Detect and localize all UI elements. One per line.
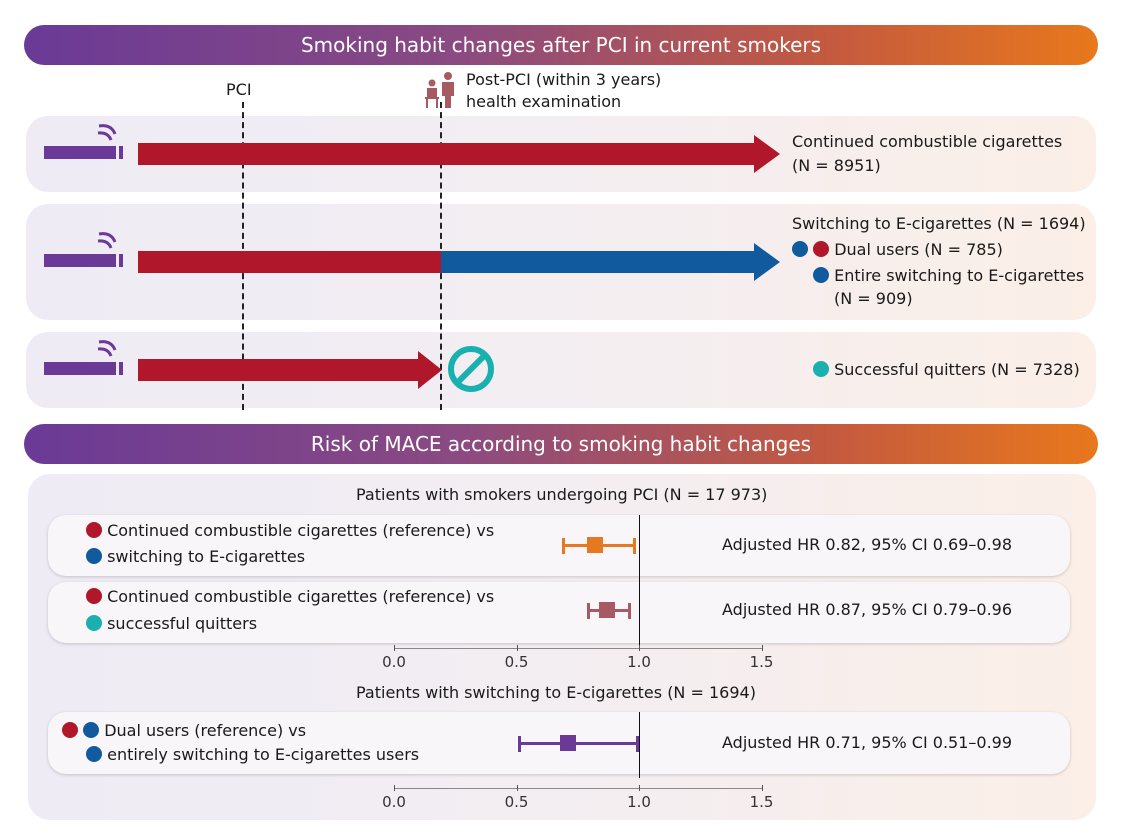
comparison-text: switching to E-cigarettes (107, 547, 306, 566)
comparison-line2: entirely switching to E-cigarettes users (86, 745, 419, 764)
comparison-line2: successful quitters (86, 614, 257, 633)
smoke-icon (97, 124, 117, 141)
hr-point (599, 602, 616, 618)
cigarette-icon (44, 254, 123, 267)
x-tick (394, 785, 395, 791)
hr-result: Adjusted HR 0.71, 95% CI 0.51–0.99 (722, 733, 1013, 752)
teal-dot-icon (813, 361, 829, 377)
hr-result: Adjusted HR 0.87, 95% CI 0.79–0.96 (722, 600, 1013, 619)
entire-switching-legend: Entire switching to E-cigarettes (813, 266, 1084, 285)
blue-dot-icon (792, 241, 808, 257)
x-tick-label: 1.5 (749, 653, 774, 671)
smoke-icon (97, 340, 117, 357)
ci-cap-low (562, 538, 566, 554)
hr-result: Adjusted HR 0.82, 95% CI 0.69–0.98 (722, 535, 1013, 554)
comparison-line2: switching to E-cigarettes (86, 547, 305, 566)
red-dot-icon (86, 588, 102, 604)
cigarette-icon (44, 362, 123, 375)
ci-cap-high (628, 603, 632, 619)
dual-users-label: Dual users (N = 785) (834, 240, 1003, 259)
bottom-banner-title: Risk of MACE according to smoking habit … (24, 424, 1098, 464)
switching-title: Switching to E-cigarettes (N = 1694) (792, 214, 1086, 233)
hr-point (586, 537, 603, 553)
x-tick (761, 785, 763, 791)
red-dot-icon (813, 241, 830, 257)
forest-1-title: Patients with smokers undergoing PCI (N … (356, 485, 768, 504)
ci-cap-high (633, 538, 637, 554)
x-tick-label: 0.5 (504, 653, 529, 671)
ci-line (518, 742, 637, 745)
hr-point (559, 735, 576, 751)
no-smoking-icon (448, 346, 494, 392)
blue-dot-icon (86, 746, 102, 762)
smoke-icon (97, 232, 117, 249)
continued-count: (N = 8951) (792, 156, 881, 175)
x-tick (761, 645, 763, 651)
comparison-line1: Continued combustible cigarettes (refere… (86, 521, 494, 540)
reference-line (639, 712, 640, 778)
x-tick-label: 0.5 (504, 793, 529, 811)
post-pci-label-line1: Post-PCI (within 3 years) (466, 70, 662, 89)
comparison-line1: Continued combustible cigarettes (refere… (86, 587, 494, 606)
red-dot-icon (62, 722, 78, 738)
x-tick-label: 1.0 (627, 653, 651, 671)
doctor-patient-icon (425, 72, 454, 108)
x-tick (639, 785, 640, 791)
x-tick-label: 1.5 (749, 793, 774, 811)
comparison-text: entirely switching to E-cigarettes users (107, 745, 420, 764)
ci-cap-high (635, 736, 639, 752)
teal-dot-icon (86, 615, 102, 631)
top-banner-title: Smoking habit changes after PCI in curre… (24, 25, 1098, 65)
x-tick-label: 0.0 (382, 793, 406, 811)
blue-dot-icon (813, 267, 829, 283)
x-tick-label: 1.0 (627, 793, 651, 811)
quit-arrow (138, 351, 444, 389)
forest-2-title: Patients with switching to E-cigarettes … (356, 683, 756, 702)
x-tick (639, 645, 640, 651)
comparison-text: successful quitters (107, 614, 258, 633)
comparison-card: Continued combustible cigarettes (refere… (48, 515, 1070, 576)
red-dot-icon (86, 522, 102, 538)
x-axis (394, 788, 762, 789)
x-tick (516, 645, 518, 651)
post-pci-label-line2: health examination (466, 92, 622, 111)
comparison-card: Continued combustible cigarettes (refere… (48, 582, 1070, 643)
entire-switching-count: (N = 909) (834, 289, 913, 308)
switching-arrow (138, 243, 780, 281)
continued-label: Continued combustible cigarettes (792, 132, 1063, 151)
continued-arrow (138, 135, 780, 173)
ci-cap-low (586, 603, 590, 619)
x-tick (394, 645, 395, 651)
blue-dot-icon (86, 548, 102, 564)
dual-users-legend: Dual users (N = 785) (792, 240, 1003, 259)
quitters-legend: Successful quitters (N = 7328) (813, 360, 1080, 379)
pci-label: PCI (226, 80, 252, 99)
x-axis (394, 648, 762, 649)
comparison-text: Continued combustible cigarettes (refere… (107, 587, 495, 606)
reference-line (639, 515, 640, 645)
ci-cap-low (517, 736, 521, 752)
cigarette-icon (44, 146, 123, 159)
entire-switching-label: Entire switching to E-cigarettes (834, 266, 1085, 285)
x-tick (516, 785, 518, 791)
comparison-line1: Dual users (reference) vs (62, 721, 306, 740)
x-tick-label: 0.0 (382, 653, 406, 671)
comparison-text: Continued combustible cigarettes (refere… (107, 521, 495, 540)
quitters-label: Successful quitters (N = 7328) (834, 360, 1080, 379)
blue-dot-icon (83, 722, 100, 738)
comparison-text: Dual users (reference) vs (104, 721, 307, 740)
